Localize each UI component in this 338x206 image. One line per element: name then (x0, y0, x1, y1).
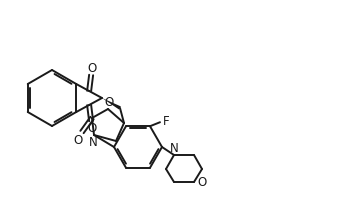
Polygon shape (102, 98, 121, 110)
Text: O: O (197, 176, 207, 188)
Text: F: F (163, 115, 169, 128)
Text: O: O (73, 133, 82, 146)
Text: N: N (89, 136, 97, 149)
Text: O: O (88, 62, 97, 75)
Text: O: O (88, 122, 97, 135)
Text: N: N (170, 142, 178, 154)
Text: O: O (104, 96, 114, 109)
